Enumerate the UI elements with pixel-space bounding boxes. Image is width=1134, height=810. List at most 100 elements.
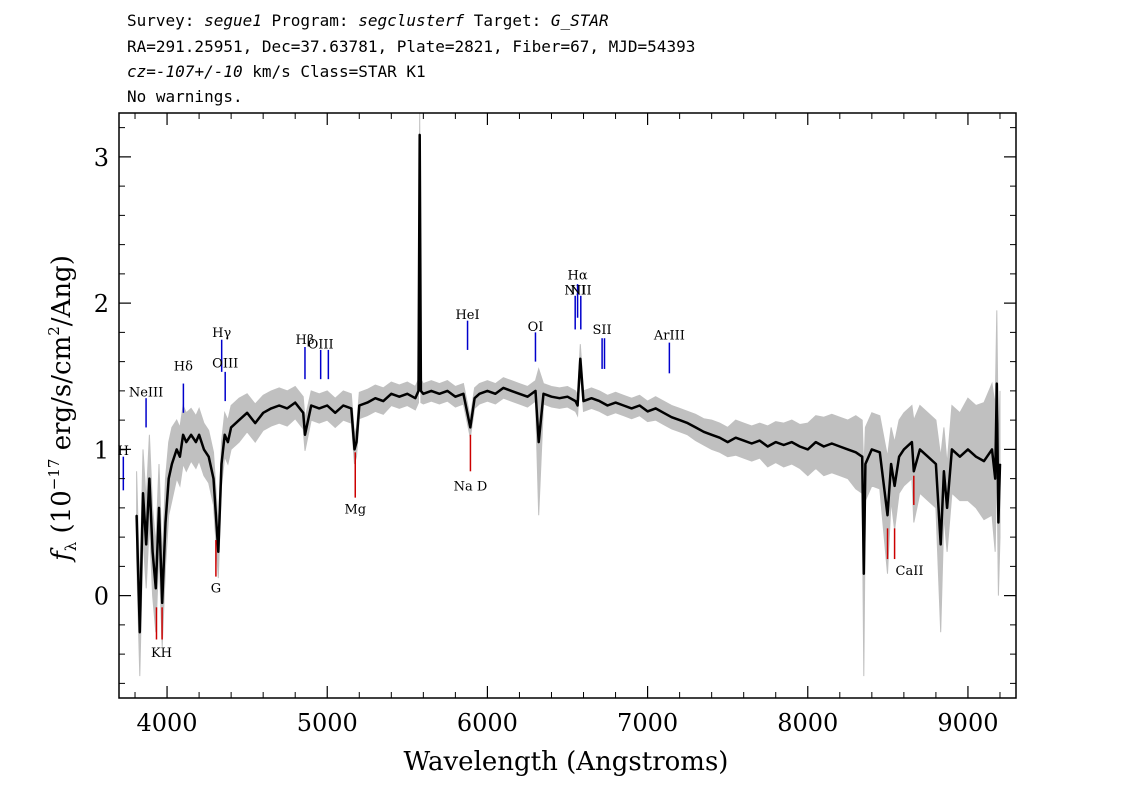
flux-point bbox=[655, 407, 657, 409]
flux-layer bbox=[135, 133, 1002, 634]
flux-point bbox=[975, 456, 977, 458]
y-axis-title: fλ (10−17 erg/s/cm2/Ang) bbox=[45, 255, 80, 563]
emission-line-label: ArIII bbox=[653, 329, 685, 344]
absorption-line-label: CaII bbox=[896, 564, 924, 579]
flux-point bbox=[164, 521, 167, 524]
flux-point bbox=[161, 602, 163, 604]
flux-point bbox=[420, 390, 422, 392]
flux-point bbox=[454, 396, 456, 398]
flux-point bbox=[462, 393, 464, 395]
flux-point bbox=[246, 412, 248, 414]
flux-point bbox=[959, 456, 961, 458]
flux-point bbox=[890, 463, 892, 465]
emission-line-label: NII bbox=[564, 283, 586, 298]
flux-point bbox=[310, 404, 312, 407]
flux-point bbox=[879, 451, 881, 453]
header-line-4: No warnings. bbox=[127, 87, 243, 106]
flux-point bbox=[502, 387, 504, 389]
flux-point bbox=[582, 400, 585, 402]
axes-layer: 4000 5000 6000 7000 8000 9000 0 1 2 3 bbox=[94, 113, 1016, 737]
flux-point bbox=[494, 393, 496, 395]
flux-point bbox=[179, 456, 181, 458]
x-axis-title: Wavelength (Angstroms) bbox=[404, 747, 729, 777]
flux-point bbox=[855, 451, 857, 453]
flux-point bbox=[983, 460, 985, 462]
flux-point bbox=[631, 407, 633, 409]
y-tick-label: 0 bbox=[94, 583, 109, 611]
flux-point bbox=[366, 402, 368, 404]
flux-point bbox=[155, 587, 157, 589]
flux-point bbox=[538, 441, 540, 443]
flux-point bbox=[566, 396, 569, 398]
flux-point bbox=[542, 393, 545, 395]
flux-point bbox=[355, 441, 358, 443]
flux-point bbox=[864, 463, 867, 465]
flux-point bbox=[799, 445, 801, 448]
y-axis-post: /Ang) bbox=[47, 255, 77, 326]
flux-point bbox=[474, 397, 476, 399]
target-value: G_STAR bbox=[550, 11, 609, 30]
flux-point bbox=[847, 448, 849, 450]
y-axis-lambda: λ bbox=[62, 541, 80, 551]
flux-point bbox=[919, 448, 921, 450]
flux-point bbox=[220, 463, 223, 465]
flux-point bbox=[911, 441, 913, 443]
flux-point bbox=[999, 463, 1001, 465]
flux-point bbox=[886, 514, 889, 516]
flux-point bbox=[294, 402, 296, 404]
flux-line bbox=[135, 133, 1002, 634]
emission-line-label: H bbox=[118, 444, 129, 459]
flux-point bbox=[417, 390, 420, 392]
x-tick-label: 6000 bbox=[457, 709, 518, 737]
emission-line-label: NeIII bbox=[129, 386, 163, 401]
flux-point bbox=[615, 402, 617, 404]
flux-point bbox=[743, 440, 745, 442]
flux-point bbox=[334, 412, 336, 414]
y-tick-label: 2 bbox=[94, 290, 109, 318]
flux-point bbox=[438, 393, 440, 395]
emission-line-label: Hγ bbox=[212, 326, 231, 341]
flux-point bbox=[727, 441, 729, 443]
flux-point bbox=[943, 470, 945, 472]
y-tick-label: 1 bbox=[94, 436, 109, 464]
flux-point bbox=[224, 434, 226, 436]
flux-point bbox=[286, 407, 288, 409]
flux-point bbox=[414, 397, 416, 399]
flux-point bbox=[526, 396, 529, 398]
x-tick-label: 7000 bbox=[617, 709, 678, 737]
error-band bbox=[136, 112, 1001, 677]
flux-point bbox=[158, 507, 160, 509]
program-label: Program: bbox=[261, 11, 359, 30]
flux-point bbox=[861, 456, 863, 458]
flux-point bbox=[374, 397, 376, 399]
target-label: Target: bbox=[464, 11, 551, 30]
flux-point bbox=[406, 393, 408, 395]
flux-point bbox=[382, 400, 384, 402]
emission-line-label: NII bbox=[570, 283, 592, 298]
flux-point bbox=[270, 407, 272, 409]
flux-point bbox=[663, 412, 665, 414]
flux-point bbox=[358, 404, 360, 407]
flux-point bbox=[913, 470, 915, 472]
flux-point bbox=[304, 434, 306, 436]
header-line-1: Survey: segue1 Program: segclusterf Targ… bbox=[127, 12, 609, 30]
flux-point bbox=[182, 434, 184, 436]
x-tick-label: 5000 bbox=[297, 709, 358, 737]
flux-point bbox=[577, 404, 579, 407]
flux-point bbox=[185, 441, 187, 443]
emission-line-label: OIII bbox=[212, 356, 238, 371]
absorption-line-label: Mg bbox=[344, 503, 366, 518]
flux-point bbox=[422, 393, 424, 395]
y-axis-exp2: 2 bbox=[45, 326, 63, 336]
flux-point bbox=[807, 448, 809, 450]
flux-point bbox=[398, 396, 400, 398]
flux-point bbox=[711, 434, 713, 436]
flux-point bbox=[510, 390, 512, 392]
flux-point bbox=[430, 390, 432, 392]
x-tick-label: 4000 bbox=[137, 709, 198, 737]
flux-point bbox=[238, 419, 240, 421]
flux-point bbox=[623, 404, 625, 407]
flux-point bbox=[791, 441, 793, 443]
absorption-line-label: G bbox=[211, 582, 221, 597]
